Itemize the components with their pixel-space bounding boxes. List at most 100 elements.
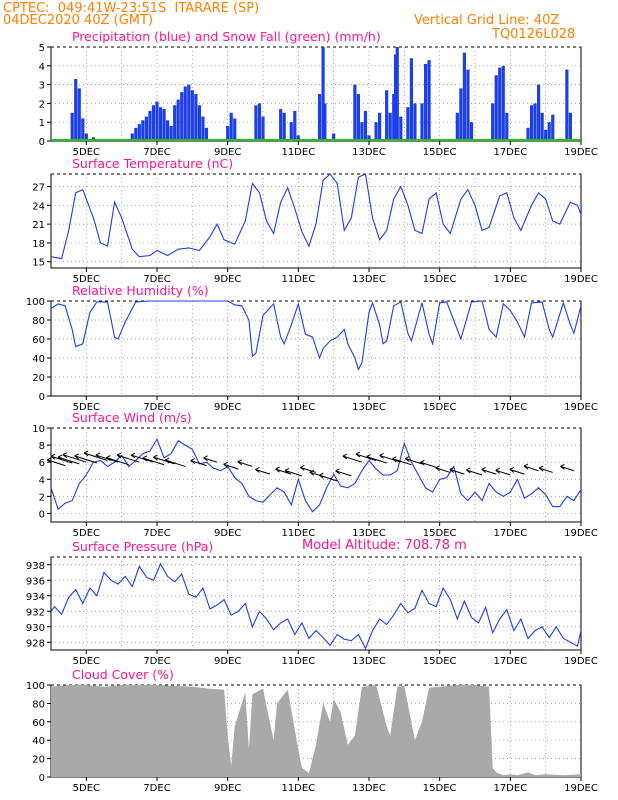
wind-arrow-shaft xyxy=(223,463,239,470)
wind-arrow xyxy=(284,468,303,477)
grid-line-note: Vertical Grid Line: 40Z xyxy=(414,13,560,28)
x-tick-label: 17DEC xyxy=(493,147,527,158)
wind-arrow xyxy=(190,458,207,467)
precip-bar xyxy=(469,122,474,141)
wind-arrow-head xyxy=(466,467,471,474)
y-tick-label: 100 xyxy=(26,297,45,308)
precip-bar xyxy=(151,105,156,141)
wind-arrow xyxy=(203,455,218,463)
wind-arrow-shaft xyxy=(523,465,539,472)
x-tick-label: 9DEC xyxy=(214,402,241,413)
chart-title: Precipitation (blue) and Snow Fall (gree… xyxy=(72,29,381,44)
wind-arrow-shaft xyxy=(284,470,303,477)
x-tick-label: 13DEC xyxy=(352,656,386,667)
wind-arrow-head xyxy=(523,463,529,470)
wind-arrow-head xyxy=(509,467,515,473)
wind-arrow xyxy=(466,467,483,476)
x-tick-label: 17DEC xyxy=(493,402,527,413)
precip-bar xyxy=(197,105,201,141)
precip-bar xyxy=(204,127,209,141)
wind-arrow-head xyxy=(560,463,565,470)
x-tick-label: 15DEC xyxy=(423,147,457,158)
wind-arrow-head xyxy=(342,453,348,460)
wind-arrow-head xyxy=(106,455,111,462)
precip-bar xyxy=(505,112,509,141)
precip-bar xyxy=(77,88,81,141)
precip-bar xyxy=(455,112,459,141)
wind-arrow-head xyxy=(50,453,56,460)
wind-arrow xyxy=(420,459,437,468)
precip-bar xyxy=(323,103,327,141)
model-code: TQ0126L028 xyxy=(492,27,576,42)
y-tick-label: 24 xyxy=(32,201,45,212)
x-tick-label: 9DEC xyxy=(214,783,241,794)
wind-arrow-shaft xyxy=(165,459,186,467)
plot-frame xyxy=(50,46,582,142)
y-tick-label: 5 xyxy=(39,43,45,54)
precip-bar xyxy=(491,103,495,141)
y-tick-label: 15 xyxy=(32,258,45,269)
station-header: CPTEC: 049:41W-23:51S ITARARE (SP) xyxy=(3,1,260,16)
precip-bar xyxy=(494,75,498,141)
precip-bar xyxy=(155,101,159,141)
y-tick-label: 930 xyxy=(26,623,45,634)
precip-bar xyxy=(406,107,410,141)
wind-arrow xyxy=(142,455,165,466)
forecast-date: 04DEC2020 40Z (GMT) xyxy=(3,13,154,28)
precip-bar xyxy=(296,135,300,141)
x-tick-label: 11DEC xyxy=(281,656,315,667)
wind-arrow-head xyxy=(300,464,305,471)
precip-bar xyxy=(537,84,541,141)
y-tick-label: 40 xyxy=(32,736,45,747)
wind-arrow-head xyxy=(74,453,79,460)
wind-arrow-head xyxy=(130,452,136,459)
wind-arrow-head xyxy=(319,472,324,479)
x-tick-label: 13DEC xyxy=(352,274,386,285)
precip-bar xyxy=(282,112,286,141)
wind-arrow-head xyxy=(142,455,148,462)
wind-arrow xyxy=(106,455,129,466)
precip-bar xyxy=(130,133,134,141)
precip-bar xyxy=(459,88,463,141)
wind-arrow-shaft xyxy=(116,454,140,463)
wind-arrow-shaft xyxy=(106,457,129,466)
precip-bar xyxy=(423,63,428,141)
x-tick-label: 9DEC xyxy=(214,528,241,539)
x-tick-label: 15DEC xyxy=(423,402,457,413)
precip-bar xyxy=(317,94,322,141)
y-tick-label: 928 xyxy=(26,638,45,649)
precip-bar xyxy=(395,47,399,141)
precip-bar xyxy=(360,122,364,141)
wind-arrow-shaft xyxy=(319,474,338,482)
panel-4: 928 930 932 934 936 938 5DEC 7DEC 9DEC 11DEC 13DEC… xyxy=(26,539,598,667)
y-tick-label: 0 xyxy=(39,392,45,403)
wind-arrow xyxy=(300,464,317,473)
precip-bar xyxy=(420,103,424,141)
precip-bar xyxy=(413,103,417,141)
y-tick-label: 100 xyxy=(26,681,45,692)
precip-bar xyxy=(141,120,145,141)
wind-arrow xyxy=(495,467,511,476)
wind-arrow xyxy=(538,465,553,473)
precip-bar xyxy=(144,116,148,141)
precip-bar xyxy=(176,99,180,141)
x-tick-label: 19DEC xyxy=(564,274,598,285)
precip-bar xyxy=(332,133,336,141)
precip-bar xyxy=(162,109,166,141)
x-tick-label: 5DEC xyxy=(73,402,100,413)
chart-title: Cloud Cover (%) xyxy=(72,667,174,682)
wind-arrow xyxy=(319,472,338,482)
precip-bar xyxy=(229,112,233,141)
precip-bar xyxy=(529,105,534,141)
precip-bar xyxy=(378,112,382,141)
x-tick-label: 9DEC xyxy=(214,147,241,158)
x-tick-label: 5DEC xyxy=(73,528,100,539)
precip-bar xyxy=(180,92,184,141)
model-altitude: Model Altitude: 708.78 m xyxy=(302,538,467,553)
y-tick-label: 21 xyxy=(32,220,45,231)
x-tick-label: 5DEC xyxy=(73,783,100,794)
precip-bar xyxy=(399,116,403,141)
y-tick-label: 0 xyxy=(39,137,45,148)
wind-arrow-shaft xyxy=(131,454,154,463)
